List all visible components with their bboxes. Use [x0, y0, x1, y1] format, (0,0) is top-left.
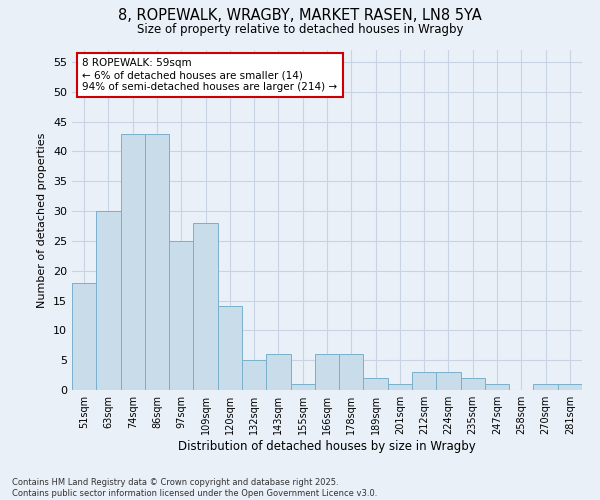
Bar	[290, 384, 315, 390]
Bar	[72, 282, 96, 390]
Bar	[485, 384, 509, 390]
Bar	[242, 360, 266, 390]
Bar	[388, 384, 412, 390]
Bar	[315, 354, 339, 390]
X-axis label: Distribution of detached houses by size in Wragby: Distribution of detached houses by size …	[178, 440, 476, 453]
Text: Size of property relative to detached houses in Wragby: Size of property relative to detached ho…	[137, 22, 463, 36]
Bar	[266, 354, 290, 390]
Bar	[96, 211, 121, 390]
Bar	[218, 306, 242, 390]
Text: Contains HM Land Registry data © Crown copyright and database right 2025.
Contai: Contains HM Land Registry data © Crown c…	[12, 478, 377, 498]
Text: 8, ROPEWALK, WRAGBY, MARKET RASEN, LN8 5YA: 8, ROPEWALK, WRAGBY, MARKET RASEN, LN8 5…	[118, 8, 482, 22]
Bar	[339, 354, 364, 390]
Bar	[558, 384, 582, 390]
Bar	[121, 134, 145, 390]
Bar	[412, 372, 436, 390]
Y-axis label: Number of detached properties: Number of detached properties	[37, 132, 47, 308]
Bar	[169, 241, 193, 390]
Bar	[533, 384, 558, 390]
Bar	[193, 223, 218, 390]
Bar	[461, 378, 485, 390]
Bar	[145, 134, 169, 390]
Bar	[364, 378, 388, 390]
Text: 8 ROPEWALK: 59sqm
← 6% of detached houses are smaller (14)
94% of semi-detached : 8 ROPEWALK: 59sqm ← 6% of detached house…	[82, 58, 337, 92]
Bar	[436, 372, 461, 390]
